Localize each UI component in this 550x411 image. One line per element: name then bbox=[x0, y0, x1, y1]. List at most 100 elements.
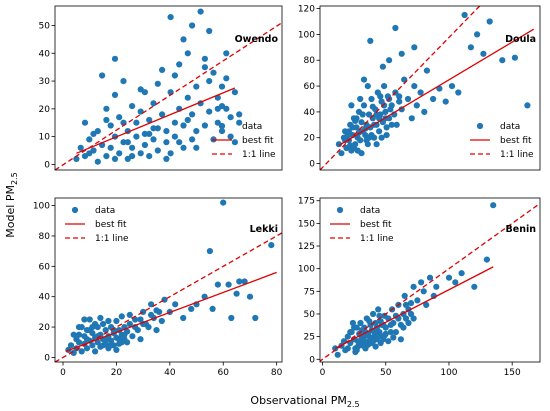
data-point bbox=[180, 36, 187, 43]
data-point bbox=[201, 64, 208, 71]
data-point bbox=[421, 108, 428, 115]
data-point bbox=[344, 132, 351, 139]
data-point bbox=[448, 83, 456, 90]
data-point bbox=[107, 122, 114, 129]
data-point bbox=[137, 108, 144, 115]
data-point bbox=[154, 125, 161, 132]
data-point bbox=[137, 150, 144, 157]
data-point bbox=[189, 22, 196, 29]
data-point bbox=[347, 329, 354, 336]
y-tick-label: 120 bbox=[298, 5, 315, 15]
data-point bbox=[383, 124, 390, 131]
data-point bbox=[92, 348, 99, 355]
data-point bbox=[150, 125, 157, 132]
data-point bbox=[167, 150, 174, 157]
data-point bbox=[385, 338, 392, 345]
data-point bbox=[176, 139, 183, 146]
data-point bbox=[86, 316, 93, 323]
data-point bbox=[97, 314, 104, 322]
data-point bbox=[347, 142, 354, 149]
station-label: Benin bbox=[506, 224, 537, 235]
data-point bbox=[373, 141, 380, 148]
data-point bbox=[236, 278, 243, 285]
data-point bbox=[349, 124, 356, 131]
data-point bbox=[108, 337, 115, 344]
data-point bbox=[218, 103, 226, 110]
x-axis-label: Observational PM2.5 bbox=[250, 394, 359, 409]
data-point bbox=[78, 348, 85, 355]
data-point bbox=[126, 320, 133, 328]
x-tick-label: 0 bbox=[320, 368, 326, 378]
y-tick-label: 0 bbox=[44, 160, 50, 170]
data-point bbox=[193, 128, 200, 135]
station-label: Owendo bbox=[235, 34, 279, 45]
data-point bbox=[381, 83, 388, 90]
data-point bbox=[133, 119, 140, 126]
y-tick-label: 150 bbox=[298, 219, 315, 229]
data-point bbox=[511, 54, 518, 61]
data-point bbox=[171, 133, 178, 140]
data-point bbox=[241, 278, 248, 285]
x-tick-label: 60 bbox=[218, 368, 230, 378]
plot-frame bbox=[319, 197, 541, 363]
plot-frame bbox=[54, 197, 283, 363]
data-point bbox=[365, 134, 373, 141]
data-point bbox=[120, 139, 127, 146]
data-point bbox=[423, 67, 430, 74]
legend-one-to-one-label: 1:1 line bbox=[242, 150, 276, 160]
data-point bbox=[386, 57, 393, 64]
data-point bbox=[387, 329, 394, 336]
x-tick-label: 150 bbox=[504, 368, 521, 378]
data-point bbox=[201, 122, 208, 129]
data-point bbox=[227, 133, 234, 140]
legend-data-label: data bbox=[360, 206, 380, 216]
y-tick-label: 20 bbox=[39, 105, 51, 115]
data-point bbox=[111, 55, 119, 62]
data-point bbox=[396, 93, 403, 100]
data-point bbox=[361, 338, 368, 345]
data-point bbox=[480, 50, 487, 57]
data-point bbox=[129, 333, 136, 340]
data-point bbox=[398, 50, 405, 57]
data-point bbox=[210, 69, 217, 76]
data-point bbox=[411, 83, 418, 90]
data-point bbox=[146, 130, 153, 137]
data-points bbox=[73, 8, 243, 165]
data-point bbox=[402, 301, 410, 308]
data-point bbox=[99, 72, 106, 79]
data-point bbox=[223, 75, 230, 82]
one-to-one-line bbox=[55, 21, 282, 170]
y-tick-label: 80 bbox=[304, 56, 316, 66]
data-point bbox=[105, 317, 112, 325]
data-point bbox=[184, 50, 191, 57]
data-point bbox=[206, 78, 213, 85]
data-point bbox=[141, 89, 148, 96]
legend-fit-label: best fit bbox=[95, 220, 127, 230]
data-point bbox=[499, 57, 506, 64]
data-point bbox=[189, 111, 196, 118]
y-tick-label: 100 bbox=[298, 265, 315, 275]
data-point bbox=[353, 347, 360, 354]
data-point bbox=[359, 111, 366, 118]
data-point bbox=[363, 332, 370, 339]
plot-frame bbox=[319, 5, 541, 171]
legend-data-label: data bbox=[242, 122, 262, 132]
data-point bbox=[158, 317, 165, 325]
data-point bbox=[100, 342, 107, 349]
data-point bbox=[161, 296, 168, 303]
data-point bbox=[357, 95, 364, 103]
data-point bbox=[392, 329, 399, 336]
data-point bbox=[370, 310, 377, 318]
best-fit-line bbox=[338, 28, 535, 147]
y-tick-label: 175 bbox=[298, 197, 315, 207]
data-point bbox=[100, 320, 107, 328]
data-point bbox=[373, 111, 380, 118]
data-point bbox=[452, 279, 459, 286]
data-point bbox=[373, 336, 380, 343]
y-tick-label: 80 bbox=[39, 232, 51, 242]
data-point bbox=[369, 103, 376, 110]
panels-group: 0 10 20 30 40 50 Owendo data best fit 1:1 line 0 20… bbox=[33, 5, 541, 378]
data-point bbox=[141, 130, 148, 137]
data-point bbox=[163, 155, 170, 162]
